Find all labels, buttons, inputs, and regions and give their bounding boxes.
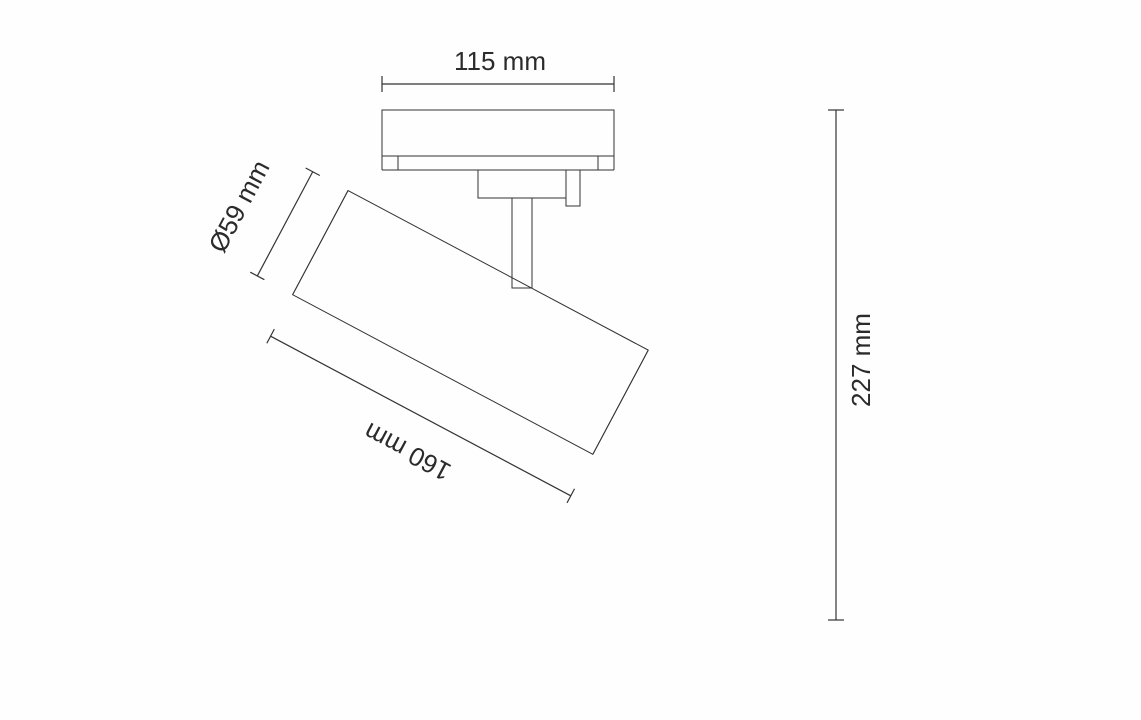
- adapter-assembly: [382, 110, 614, 288]
- dimension-body-length: 160 mm: [246, 329, 575, 542]
- dimension-width-top: 115 mm: [382, 46, 614, 92]
- dim-width-top-label: 115 mm: [454, 46, 546, 76]
- technical-drawing: 115 mm 227 mm: [0, 0, 1141, 720]
- dim-body-diameter-label: Ø59 mm: [202, 155, 275, 257]
- spot-head: [293, 191, 649, 455]
- dim-height-right-label: 227 mm: [846, 313, 876, 407]
- dimension-height-right: 227 mm: [828, 110, 876, 620]
- dimension-body-diameter: Ø59 mm: [201, 142, 320, 280]
